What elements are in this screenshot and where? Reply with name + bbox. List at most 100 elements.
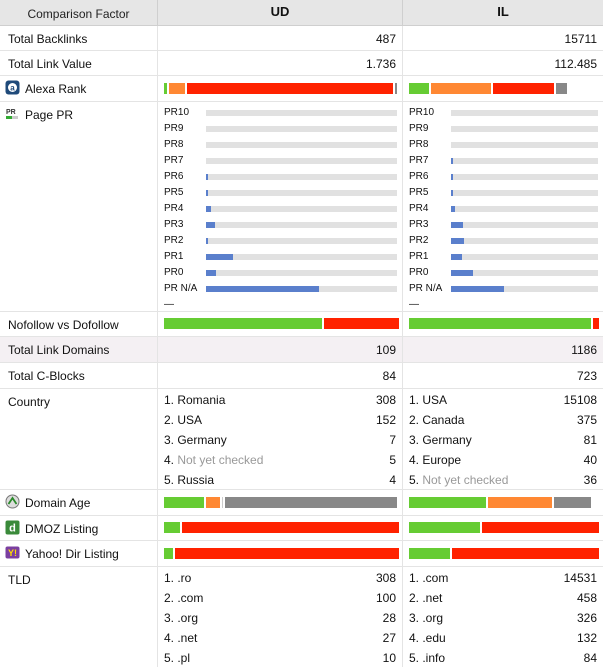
list-item-value: 152 [375,413,396,427]
list-item-name: 3. .org [409,611,444,625]
list-item-value: 4 [389,473,396,487]
list-item-name: 1. USA [409,393,448,407]
pr-level-row: PR3 [409,217,603,233]
row-nofollow-dofollow: Nofollow vs Dofollow [0,312,603,337]
pr-track [451,110,598,116]
header-factor: Comparison Factor [0,0,158,25]
yahoo-bar-ud [158,541,403,566]
yahoo-icon: Y! [5,546,20,559]
pr-track [206,286,397,292]
pr-level-row: PR1 [409,249,603,265]
list-item-value: 40 [583,453,597,467]
list-item: 4. Europe 40 [409,450,597,470]
bar-segment [169,83,185,94]
row-yahoo-dir-listing: Y! Yahoo! Dir Listing [0,541,603,567]
list-item-name: 4. Europe [409,453,462,467]
pr-track [206,110,397,116]
pr-level-label: PR6 [409,171,429,182]
pr-level-row: PR6 [164,169,408,185]
row-label: TLD [8,573,31,587]
list-item: 1. USA 15108 [409,390,597,410]
list-item-value: 10 [382,651,396,665]
bar-segment [452,548,599,559]
pr-fill-bar [451,222,463,228]
tld-list-il: 1. .com 14531 2. .net 458 3. .org 326 4. .edu 1… [403,567,603,667]
list-item-value: 100 [375,591,396,605]
header-col-il[interactable]: IL [497,4,509,19]
pr-level-label: PR3 [164,219,184,230]
pr-track [206,238,397,244]
pr-level-row: PR9 [164,121,408,137]
list-item-value: 28 [382,611,396,625]
dmoz-icon: d [5,520,20,535]
bar-segment [164,548,173,559]
pr-level-label: PR10 [164,107,190,118]
list-item: 5. .info 84 [409,648,597,667]
pr-level-row: PR3 [164,217,408,233]
pr-track [451,254,598,260]
list-item-value: 326 [576,611,597,625]
row-label: Total C-Blocks [8,369,85,383]
pr-track [206,190,397,196]
pr-level-label: PR5 [164,187,184,198]
pr-level-row: PR7 [409,153,603,169]
pr-fill-bar [451,238,464,244]
list-item-name: 1. .com [409,571,449,585]
svg-text:Y!: Y! [8,548,17,558]
pr-fill-bar [206,222,215,228]
list-item-value: 308 [375,571,396,585]
pr-track [206,206,397,212]
list-item-name: 4. .edu [409,631,446,645]
pr-fill-bar [451,174,453,180]
pr-track [206,126,397,132]
list-item: 5. Russia 4 [164,470,396,490]
pr-level-row: PR5 [164,185,408,201]
row-label: Alexa Rank [25,82,87,96]
row-label: Country [8,395,51,409]
pr-track [206,142,397,148]
yahoo-bar-il [403,541,603,566]
pr-track [451,126,598,132]
table-header: Comparison Factor UD IL [0,0,603,26]
list-item: 3. .org 326 [409,608,597,628]
pr-track [451,270,598,276]
pr-level-label: PR1 [409,251,429,262]
bar-segment [409,497,486,508]
row-label: Total Link Domains [8,343,110,357]
bar-segment [554,497,591,508]
row-domain-age: Domain Age [0,490,603,516]
list-item: 2. Canada 375 [409,410,597,430]
bar-segment [175,548,399,559]
value-ud: 109 [375,343,396,357]
list-item-value: 81 [583,433,597,447]
pr-level-row: PR N/A [409,281,603,297]
pr-track [206,158,397,164]
row-alexa-rank: a Alexa Rank [0,76,603,102]
bar-segment [409,318,591,329]
domain-age-bar-il [403,490,603,515]
tld-list-ud: 1. .ro 308 2. .com 100 3. .org 28 4. .net 27 5. … [158,567,403,667]
bar-segment [187,83,393,94]
row-label: Page PR [25,108,74,122]
svg-text:d: d [9,523,16,535]
list-item: 3. Germany 7 [164,430,396,450]
header-col-ud[interactable]: UD [158,0,403,25]
pr-track [451,158,598,164]
list-item-name: 4. .net [164,631,198,645]
pr-level-label: PR0 [164,267,184,278]
pr-level-row: PR10 [409,105,603,121]
list-item-value: 375 [576,413,597,427]
pr-track [206,270,397,276]
pr-level-row: PR7 [164,153,408,169]
list-item: 1. .ro 308 [164,568,396,588]
bar-segment [182,522,399,533]
domain-age-bar-ud [158,490,403,515]
pr-level-label: PR7 [164,155,184,166]
svg-text:PR: PR [6,109,16,116]
pr-chart-ud: PR10 PR9 PR8 PR7 PR6 PR5 PR4 PR3 PR2 PR1 PR0 PR N/A… [158,102,403,311]
pr-level-label: PR0 [409,267,429,278]
row-label: Domain Age [25,496,91,510]
pr-level-row: PR0 [409,265,603,281]
nofollow-bar-ud [158,312,403,336]
row-total-backlinks: Total Backlinks 487 15711 [0,26,603,51]
